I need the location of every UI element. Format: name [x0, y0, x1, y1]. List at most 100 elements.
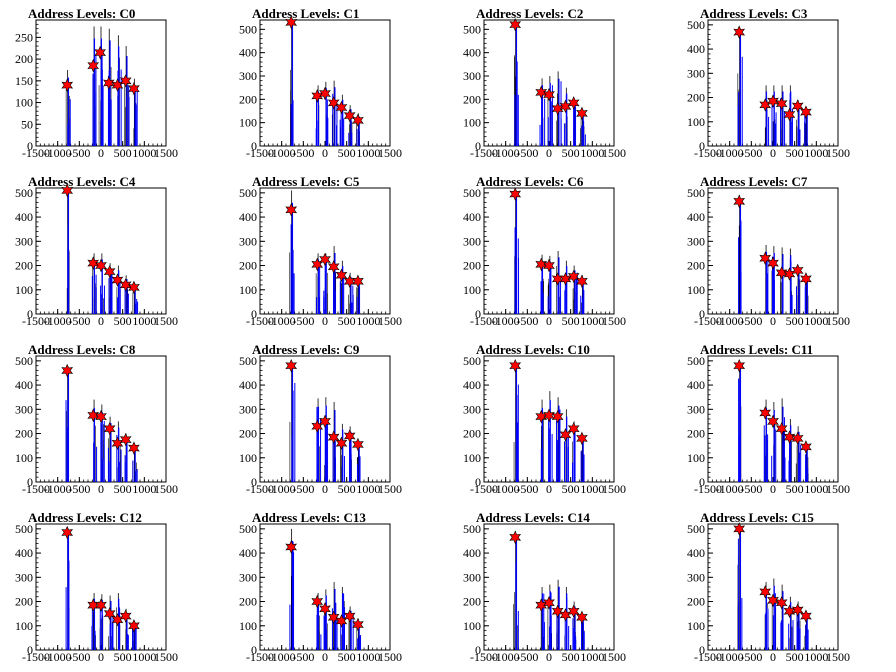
y-tick-label: 400 [239, 546, 257, 560]
y-tick-label: 200 [239, 427, 257, 441]
y-tick-label: 100 [239, 451, 257, 465]
y-tick-label: 400 [463, 546, 481, 560]
y-tick-label: 400 [239, 378, 257, 392]
y-tick-label: 0 [251, 643, 257, 657]
x-tick-label: -1500 [22, 650, 50, 664]
x-tick-label: 500 [338, 146, 356, 160]
x-tick-label: -500 [292, 650, 314, 664]
peak-marker [509, 17, 522, 32]
chart-title: Address Levels: C7 [700, 174, 808, 189]
y-tick-label: 200 [687, 259, 705, 273]
y-tick-label: 200 [463, 259, 481, 273]
y-tick-label: 100 [15, 619, 33, 633]
x-tick-label: -1500 [470, 314, 498, 328]
x-tick-label: -500 [68, 482, 90, 496]
peak-marker [343, 108, 356, 123]
peak-marker [551, 409, 564, 424]
chart-svg: 0 50 100 150 200 250 -1500-1000-500 0 500 1000150… [15, 19, 178, 160]
y-tick-label: 0 [475, 475, 481, 489]
y-tick-label: 500 [15, 354, 33, 368]
peak-marker [95, 598, 107, 612]
y-tick-label: 300 [15, 402, 33, 416]
peak-marker [567, 96, 580, 110]
y-tick-label: 100 [463, 283, 481, 297]
y-tick-label: 300 [15, 234, 33, 248]
peak-marker [509, 187, 522, 201]
y-tick-label: 500 [239, 522, 257, 536]
peak-marker [61, 78, 74, 92]
y-tick-label: 500 [463, 522, 481, 536]
y-tick-label: 100 [239, 116, 257, 130]
x-tick-label: -1000 [716, 650, 744, 664]
x-tick-label: -500 [292, 482, 314, 496]
y-tick-label: 250 [15, 30, 33, 44]
peak-marker [327, 430, 340, 444]
y-tick-label: 100 [15, 283, 33, 297]
y-tick-label: 400 [15, 546, 33, 560]
plot-frame [259, 19, 391, 147]
x-tick-label: 0 [322, 650, 328, 664]
peak-marker [94, 45, 106, 60]
x-tick-label: 0 [98, 314, 104, 328]
peak-marker [775, 266, 788, 280]
peak-marker [343, 429, 356, 443]
y-tick-label: 100 [239, 619, 257, 633]
x-tick-label: 1500 [826, 314, 850, 328]
chart-panel-c15: Address Levels: C15 0 100 200 300 400 500 -1500… [672, 504, 896, 672]
peak-marker [95, 258, 107, 273]
x-tick-label: 1000 [356, 146, 380, 160]
x-tick-label: 1500 [154, 482, 178, 496]
peak-marker [509, 358, 522, 373]
peak-marker [543, 596, 555, 610]
y-tick-label: 0 [27, 139, 33, 153]
x-tick-label: 500 [114, 650, 132, 664]
x-tick-label: 0 [770, 482, 776, 496]
peak-marker [733, 522, 746, 536]
x-tick-label: 0 [770, 146, 776, 160]
peak-marker [559, 608, 572, 622]
y-tick-label: 400 [687, 210, 705, 224]
x-tick-label: 0 [98, 650, 104, 664]
y-tick-label: 400 [15, 210, 33, 224]
x-tick-label: 1500 [826, 146, 850, 160]
peak-marker [352, 437, 364, 452]
peak-marker [285, 15, 298, 30]
y-tick-label: 200 [239, 595, 257, 609]
x-tick-label: 1000 [804, 146, 828, 160]
peak-marker [128, 441, 140, 455]
y-tick-label: 100 [463, 619, 481, 633]
peak-marker [576, 274, 588, 289]
x-tick-label: -1000 [268, 314, 296, 328]
chart-panel-c9: Address Levels: C9 0 100 200 300 400 500 -1500-… [224, 336, 448, 504]
y-tick-label: 300 [687, 66, 705, 80]
chart-title: Address Levels: C6 [476, 174, 584, 189]
x-tick-label: -500 [68, 314, 90, 328]
x-tick-label: -1500 [694, 314, 722, 328]
y-tick-label: 100 [687, 283, 705, 297]
peak-marker [791, 603, 804, 617]
x-tick-label: 1000 [356, 650, 380, 664]
y-tick-label: 200 [463, 92, 481, 106]
y-tick-label: 0 [475, 139, 481, 153]
peak-marker [733, 194, 746, 209]
peak-marker [800, 105, 812, 119]
chart-panel-c4: Address Levels: C4 0 100 200 300 400 500 -1500-… [0, 168, 224, 336]
x-tick-label: -500 [516, 482, 538, 496]
peak-marker [103, 421, 116, 436]
peak-marker [800, 440, 812, 454]
x-tick-label: -1500 [246, 650, 274, 664]
peak-marker [61, 525, 74, 540]
peak-marker [733, 25, 746, 39]
x-tick-label: 0 [770, 650, 776, 664]
x-tick-label: 500 [114, 146, 132, 160]
peak-marker [767, 256, 779, 270]
peak-marker [775, 596, 788, 610]
